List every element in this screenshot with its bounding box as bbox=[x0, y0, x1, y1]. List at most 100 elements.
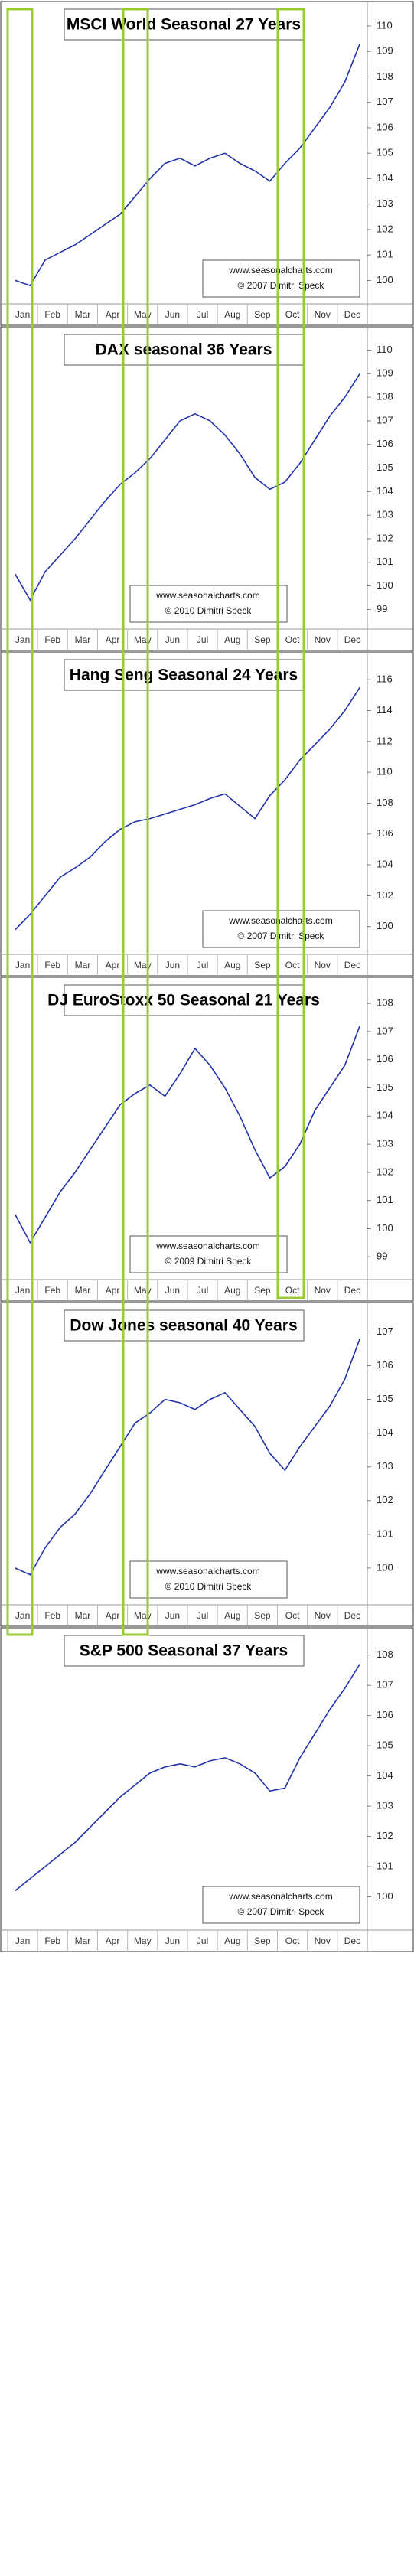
x-tick-label: Apr bbox=[106, 634, 120, 645]
y-tick-label: 103 bbox=[377, 1460, 393, 1472]
y-tick-label: 107 bbox=[377, 1679, 393, 1691]
chart-panel: 100 101 102 103 104 105 106 107 108 Jan Feb Mar Apr M… bbox=[0, 1627, 414, 1952]
x-tick-label: Mar bbox=[75, 1285, 91, 1296]
x-tick-label: Feb bbox=[44, 309, 60, 320]
chart-title: Dow Jones seasonal 40 Years bbox=[70, 1317, 297, 1335]
y-tick-label: 114 bbox=[377, 704, 393, 716]
y-tick-label: 108 bbox=[377, 997, 393, 1009]
chart-panel: 99 100 101 102 103 104 105 106 107 108 Jan Feb Mar Ap… bbox=[0, 977, 414, 1302]
x-tick-label: Jan bbox=[15, 1285, 30, 1296]
y-tick-label: 100 bbox=[377, 1561, 393, 1573]
x-tick-label: Dec bbox=[344, 1285, 360, 1296]
y-tick-label: 106 bbox=[377, 827, 393, 839]
y-tick-label: 110 bbox=[377, 766, 393, 778]
title-box bbox=[64, 1309, 305, 1342]
y-tick-label: 101 bbox=[377, 1194, 393, 1205]
copyright-text: © 2007 Dimitri Speck bbox=[238, 1906, 325, 1917]
highlight-period bbox=[6, 8, 34, 1636]
x-tick-label: Jan bbox=[15, 960, 30, 970]
y-tick-label: 106 bbox=[377, 1709, 393, 1720]
y-tick-label: 110 bbox=[377, 344, 393, 355]
x-tick-label: Jul bbox=[197, 960, 208, 970]
x-tick-label: Apr bbox=[106, 1610, 120, 1621]
y-tick-label: 101 bbox=[377, 249, 393, 260]
title-box bbox=[64, 1635, 305, 1667]
x-tick-label: Oct bbox=[285, 1935, 300, 1946]
x-tick-label: Nov bbox=[315, 309, 331, 320]
y-tick-label: 104 bbox=[377, 485, 393, 497]
y-tick-label: 101 bbox=[377, 1860, 393, 1871]
x-tick-label: Aug bbox=[224, 1285, 240, 1296]
source-text: www.seasonalcharts.com bbox=[155, 1566, 259, 1577]
title-box bbox=[64, 984, 305, 1016]
x-tick-label: Mar bbox=[75, 960, 91, 970]
x-tick-label: Sep bbox=[254, 1285, 271, 1296]
x-tick-label: Nov bbox=[315, 634, 331, 645]
y-tick-label: 105 bbox=[377, 1393, 393, 1404]
x-tick-label: Aug bbox=[224, 309, 240, 320]
y-tick-label: 100 bbox=[377, 1890, 393, 1902]
x-tick-label: Jun bbox=[165, 1285, 180, 1296]
x-tick-label: Apr bbox=[106, 1285, 120, 1296]
source-text: www.seasonalcharts.com bbox=[228, 1891, 332, 1902]
y-tick-label: 104 bbox=[377, 1769, 393, 1781]
source-box bbox=[202, 259, 360, 298]
y-tick-label: 102 bbox=[377, 1494, 393, 1505]
y-tick-label: 108 bbox=[377, 1648, 393, 1660]
title-box bbox=[64, 334, 305, 366]
x-tick-label: Mar bbox=[75, 1610, 91, 1621]
source-box bbox=[129, 1235, 288, 1273]
y-tick-label: 105 bbox=[377, 1081, 393, 1093]
x-tick-label: Aug bbox=[224, 1935, 240, 1946]
chart-title: MSCI World Seasonal 27 Years bbox=[67, 16, 301, 34]
y-tick-label: 100 bbox=[377, 274, 393, 285]
y-tick-label: 100 bbox=[377, 1222, 393, 1234]
x-tick-label: Sep bbox=[254, 634, 271, 645]
y-tick-label: 110 bbox=[377, 19, 393, 31]
x-tick-label: Nov bbox=[315, 1610, 331, 1621]
y-tick-label: 107 bbox=[377, 1025, 393, 1036]
x-tick-label: Aug bbox=[224, 1610, 240, 1621]
y-tick-label: 102 bbox=[377, 532, 393, 543]
x-tick-label: Mar bbox=[75, 1935, 91, 1946]
y-tick-label: 105 bbox=[377, 147, 393, 158]
x-tick-label: Feb bbox=[44, 1935, 60, 1946]
y-tick-label: 107 bbox=[377, 1325, 393, 1337]
x-tick-label: Jun bbox=[165, 960, 180, 970]
x-tick-label: Sep bbox=[254, 960, 271, 970]
y-tick-label: 99 bbox=[377, 603, 387, 615]
y-tick-label: 102 bbox=[377, 889, 393, 901]
x-tick-label: Jul bbox=[197, 634, 208, 645]
y-tick-label: 102 bbox=[377, 1830, 393, 1841]
source-text: www.seasonalcharts.com bbox=[228, 915, 332, 926]
chart-title: DAX seasonal 36 Years bbox=[96, 341, 272, 359]
x-tick-label: Apr bbox=[106, 1935, 120, 1946]
x-tick-label: Jul bbox=[197, 1610, 208, 1621]
x-tick-label: Nov bbox=[315, 960, 331, 970]
y-tick-label: 103 bbox=[377, 1800, 393, 1811]
y-tick-label: 104 bbox=[377, 1110, 393, 1121]
x-tick-label: Jun bbox=[165, 1610, 180, 1621]
y-tick-label: 108 bbox=[377, 797, 393, 808]
copyright-text: © 2007 Dimitri Speck bbox=[238, 280, 325, 291]
y-tick-label: 106 bbox=[377, 1359, 393, 1371]
y-tick-label: 107 bbox=[377, 96, 393, 107]
x-tick-label: Feb bbox=[44, 634, 60, 645]
y-tick-label: 112 bbox=[377, 735, 393, 746]
x-tick-label: Jul bbox=[197, 309, 208, 320]
y-tick-label: 103 bbox=[377, 1137, 393, 1149]
chart-title: DJ EuroStoxx 50 Seasonal 21 Years bbox=[47, 992, 320, 1009]
x-tick-label: Dec bbox=[344, 634, 360, 645]
x-tick-label: Sep bbox=[254, 1935, 271, 1946]
x-tick-label: Mar bbox=[75, 309, 91, 320]
x-tick-label: Oct bbox=[285, 960, 300, 970]
x-tick-label: Jan bbox=[15, 634, 30, 645]
x-tick-label: Apr bbox=[106, 309, 120, 320]
title-box bbox=[64, 8, 305, 41]
copyright-text: © 2010 Dimitri Speck bbox=[165, 605, 253, 616]
source-box bbox=[202, 1886, 360, 1924]
highlight-period bbox=[276, 8, 305, 1299]
